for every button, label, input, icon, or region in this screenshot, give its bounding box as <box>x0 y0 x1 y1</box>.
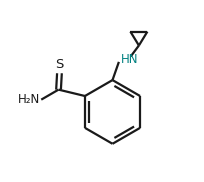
Text: S: S <box>55 58 63 70</box>
Text: HN: HN <box>120 53 137 66</box>
Text: H₂N: H₂N <box>18 93 40 106</box>
